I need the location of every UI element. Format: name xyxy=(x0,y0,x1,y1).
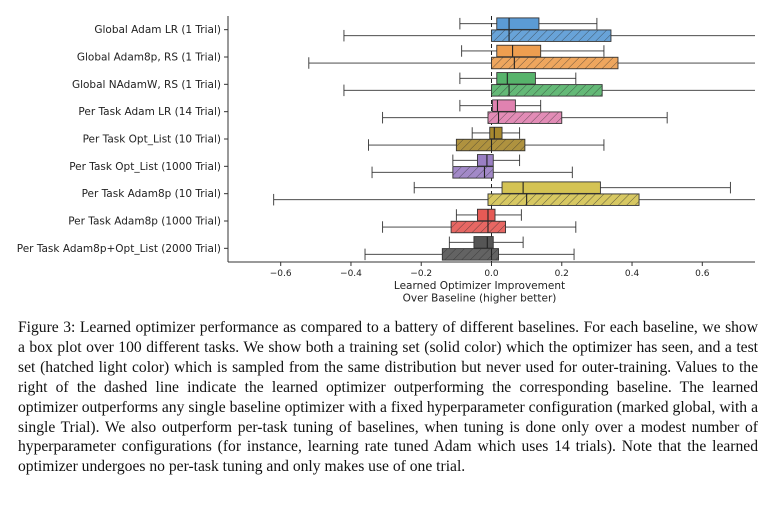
train-box xyxy=(459,99,542,112)
category-label: Global Adam LR (1 Trial) xyxy=(94,24,221,36)
x-tick-label: −0.4 xyxy=(340,269,362,279)
test-box xyxy=(308,56,755,70)
x-tick-label: −0.2 xyxy=(410,269,432,279)
box-iqr xyxy=(496,17,540,30)
x-axis-label: Learned Optimizer Improvement xyxy=(394,280,565,292)
box-iqr xyxy=(491,84,603,97)
box-iqr xyxy=(450,220,507,234)
x-tick-label: 0.2 xyxy=(555,269,569,279)
box-iqr xyxy=(476,154,494,167)
box-iqr xyxy=(455,138,526,152)
train-box xyxy=(459,72,577,85)
x-tick-label: 0.0 xyxy=(484,269,499,279)
box-iqr xyxy=(496,44,542,58)
test-box xyxy=(343,84,755,97)
train-box xyxy=(448,236,524,249)
train-box xyxy=(455,208,522,222)
category-label: Per Task Adam8p (10 Trial) xyxy=(82,188,221,200)
category-label: Per Task Opt_List (1000 Trial) xyxy=(69,161,221,173)
test-box xyxy=(343,29,755,42)
box-iqr xyxy=(487,193,640,206)
box-iqr xyxy=(491,29,612,42)
train-box xyxy=(413,181,731,194)
test-box xyxy=(368,138,605,152)
box-plot: −0.6 −0.4 −0.2 0.0 0.2 0.4 0.6 Learned Optimize… xyxy=(17,16,755,305)
box-iqr xyxy=(487,111,563,124)
figure-caption: Figure 3: Learned optimizer performance … xyxy=(18,319,758,476)
train-box xyxy=(471,126,521,140)
box-iqr xyxy=(491,56,619,70)
x-tick-label: 0.4 xyxy=(625,269,640,279)
test-box xyxy=(382,220,577,234)
figure-chart: −0.6 −0.4 −0.2 0.0 0.2 0.4 0.6 Learned Optimize… xyxy=(17,16,755,305)
category-label: Per Task Adam8p+Opt_List (2000 Trial) xyxy=(17,243,221,255)
category-label: Per Task Opt_List (10 Trial) xyxy=(83,134,221,146)
category-label: Global Adam8p, RS (1 Trial) xyxy=(77,52,221,64)
box-iqr xyxy=(489,126,503,140)
train-box xyxy=(461,44,605,58)
box-iqr xyxy=(473,236,494,249)
train-box xyxy=(459,17,598,30)
train-box xyxy=(452,154,521,167)
test-box xyxy=(273,193,755,206)
box-iqr xyxy=(501,181,601,194)
box-iqr xyxy=(492,99,516,112)
box-iqr xyxy=(496,72,536,85)
category-label: Global NAdamW, RS (1 Trial) xyxy=(72,79,221,91)
category-label: Per Task Adam8p (1000 Trial) xyxy=(68,216,221,228)
test-box xyxy=(371,166,573,179)
box-iqr xyxy=(441,248,499,261)
test-box xyxy=(382,111,668,124)
x-tick-label: −0.6 xyxy=(270,269,292,279)
box-iqr xyxy=(452,166,494,179)
category-label: Per Task Adam LR (14 Trial) xyxy=(78,106,221,118)
x-tick-label: 0.6 xyxy=(695,269,710,279)
box-iqr xyxy=(476,208,496,222)
test-box xyxy=(364,248,575,261)
x-axis-label: Over Baseline (higher better) xyxy=(403,293,557,305)
